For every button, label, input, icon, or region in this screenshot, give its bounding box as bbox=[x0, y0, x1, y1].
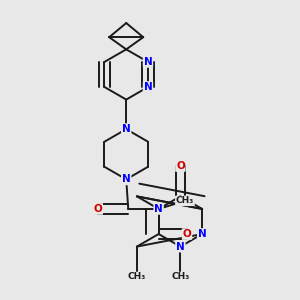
Text: N: N bbox=[144, 82, 152, 92]
Text: N: N bbox=[176, 242, 185, 252]
Text: N: N bbox=[144, 57, 152, 67]
Text: CH₃: CH₃ bbox=[128, 272, 146, 281]
Text: O: O bbox=[94, 204, 102, 214]
Text: N: N bbox=[154, 204, 163, 214]
Text: CH₃: CH₃ bbox=[171, 272, 190, 281]
Text: O: O bbox=[183, 229, 191, 239]
Text: CH₃: CH₃ bbox=[176, 196, 194, 205]
Text: N: N bbox=[198, 229, 206, 239]
Text: N: N bbox=[122, 174, 130, 184]
Text: N: N bbox=[122, 124, 130, 134]
Text: O: O bbox=[176, 161, 185, 171]
